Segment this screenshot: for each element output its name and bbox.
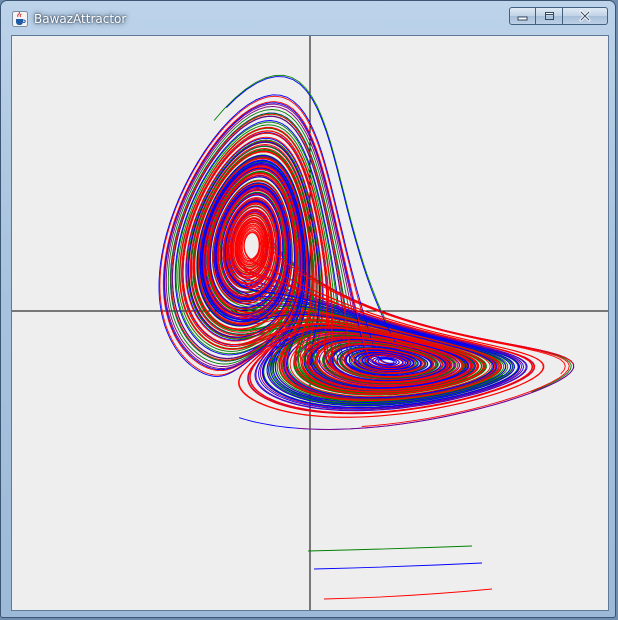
caption-buttons: [509, 7, 608, 27]
attractor-plot: [12, 36, 608, 610]
title-bar[interactable]: BawazAttractor: [1, 1, 615, 31]
minimize-button[interactable]: [509, 7, 536, 25]
trajectory-7: [158, 76, 520, 409]
trajectory-8: [162, 101, 566, 418]
transient-line-1: [307, 545, 473, 552]
close-button[interactable]: [563, 7, 608, 25]
attractor-canvas[interactable]: [11, 35, 609, 611]
transient-line-2: [313, 562, 483, 570]
maximize-button[interactable]: [536, 7, 563, 25]
minimize-icon: [517, 16, 528, 20]
maximize-icon: [544, 12, 554, 20]
window-title: BawazAttractor: [34, 12, 127, 26]
java-cup-icon[interactable]: [12, 11, 28, 27]
close-icon: [579, 10, 591, 22]
transient-line-3: [323, 588, 493, 600]
